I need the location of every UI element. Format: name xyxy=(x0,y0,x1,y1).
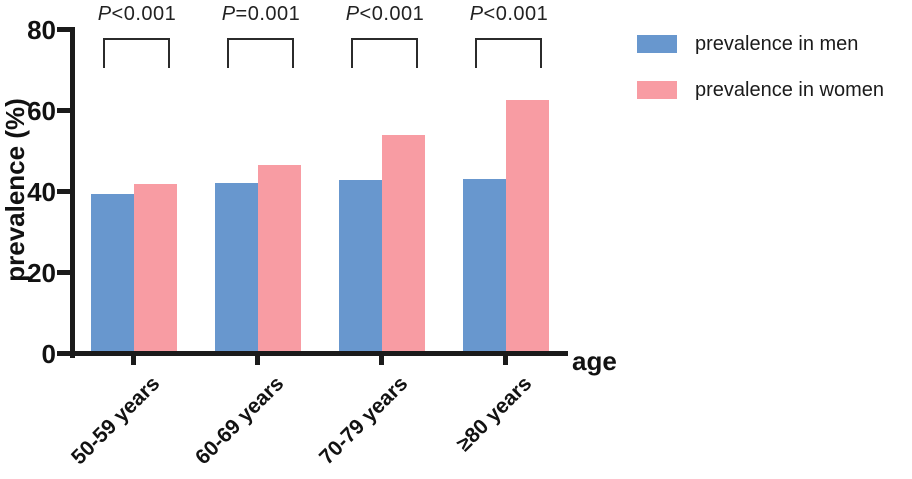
p-value-label-80-years: P<0.001 xyxy=(469,3,549,25)
significance-bracket-70-79-years xyxy=(351,38,418,68)
p-value-label-60-69-years: P=0.001 xyxy=(221,3,301,25)
x-category-label-50-59-years: 50-59 years xyxy=(67,372,165,470)
x-axis-line xyxy=(70,351,568,356)
x-tick-70-79-years xyxy=(379,356,384,365)
y-tick-label-20: 20 xyxy=(27,257,56,288)
x-tick-60-69-years xyxy=(255,356,260,365)
bar-prevalence-in-women-50-59-years xyxy=(134,183,177,351)
y-axis-line xyxy=(70,27,75,358)
bar-prevalence-in-men-80-years xyxy=(463,178,506,351)
y-tick-label-80: 80 xyxy=(27,14,56,45)
y-tick-20 xyxy=(57,270,70,275)
legend-swatch-men-icon xyxy=(637,35,677,53)
legend-label-men: prevalence in men xyxy=(695,33,859,55)
x-tick-50-59-years xyxy=(131,356,136,365)
y-tick-80 xyxy=(57,27,70,32)
p-value-label-50-59-years: P<0.001 xyxy=(97,3,177,25)
y-tick-label-0: 0 xyxy=(41,338,56,369)
bar-prevalence-in-men-70-79-years xyxy=(339,179,382,351)
x-tick-80-years xyxy=(503,356,508,365)
y-tick-40 xyxy=(57,189,70,194)
bar-prevalence-in-men-60-69-years xyxy=(215,182,258,351)
y-tick-0 xyxy=(57,351,70,356)
y-tick-label-40: 40 xyxy=(27,176,56,207)
legend-label-women: prevalence in women xyxy=(695,79,884,101)
bar-prevalence-in-women-80-years xyxy=(506,99,549,351)
significance-bracket-50-59-years xyxy=(103,38,170,68)
significance-bracket-80-years xyxy=(475,38,542,68)
y-tick-60 xyxy=(57,108,70,113)
p-value-label-70-79-years: P<0.001 xyxy=(345,3,425,25)
y-axis-title: prevalence (%) xyxy=(0,98,30,282)
y-tick-label-60: 60 xyxy=(27,95,56,126)
bar-prevalence-in-women-60-69-years xyxy=(258,164,301,351)
bar-prevalence-in-men-50-59-years xyxy=(91,193,134,351)
x-axis-title: age xyxy=(572,346,617,376)
legend-swatch-women-icon xyxy=(637,81,677,99)
bar-prevalence-in-women-70-79-years xyxy=(382,134,425,351)
significance-bracket-60-69-years xyxy=(227,38,294,68)
